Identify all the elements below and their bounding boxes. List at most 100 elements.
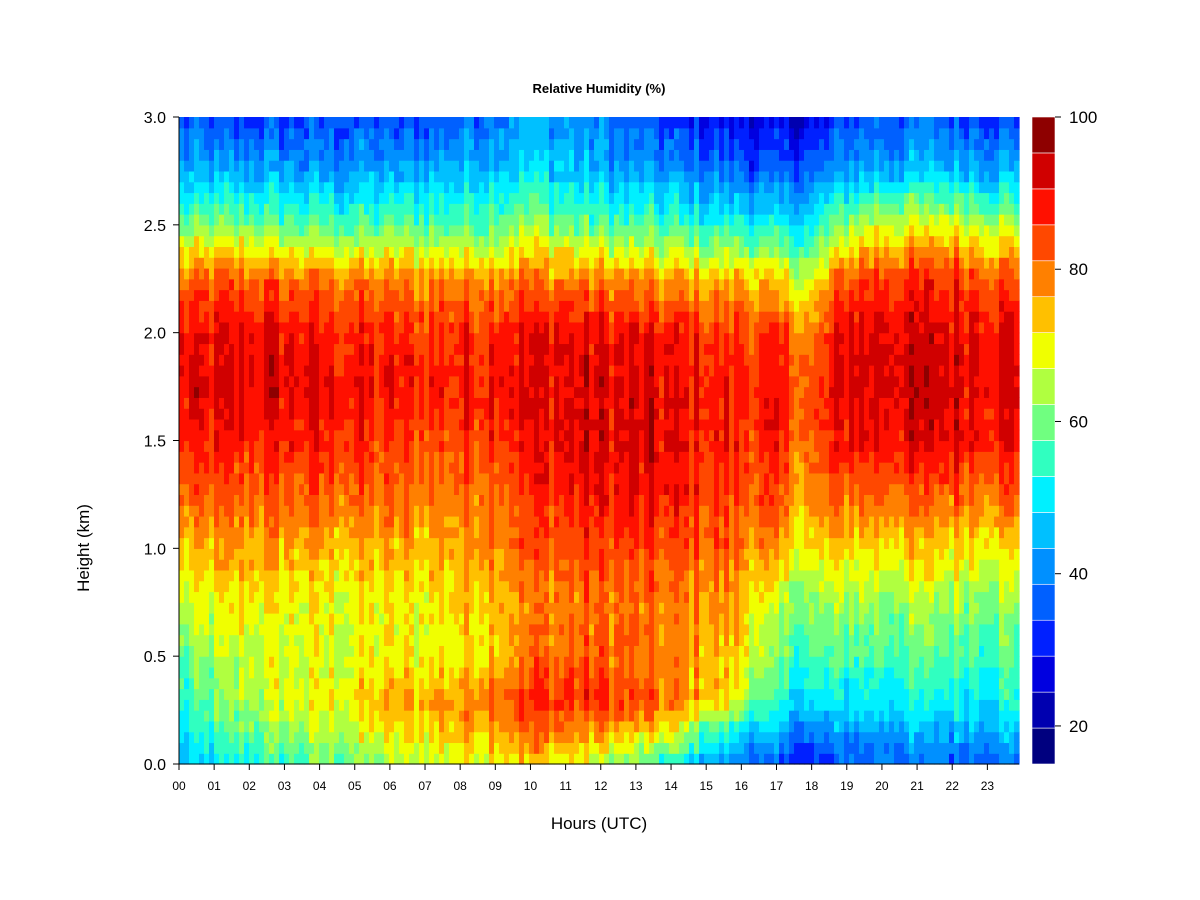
heatmap-cell xyxy=(499,300,505,312)
heatmap-cell xyxy=(259,462,265,474)
heatmap-cell xyxy=(259,440,265,452)
heatmap-cell xyxy=(569,170,575,183)
heatmap-cell xyxy=(239,408,245,420)
heatmap-cell xyxy=(229,559,235,571)
heatmap-cell xyxy=(204,300,210,312)
heatmap-cell xyxy=(189,634,195,646)
heatmap-cell xyxy=(354,311,360,323)
heatmap-cell xyxy=(509,548,515,560)
heatmap-cell xyxy=(269,688,275,700)
heatmap-cell xyxy=(474,408,480,420)
heatmap-cell xyxy=(289,688,295,700)
heatmap-cell xyxy=(319,699,325,711)
heatmap-cell xyxy=(504,666,510,679)
heatmap-cell xyxy=(394,246,400,258)
heatmap-cell xyxy=(574,548,580,560)
heatmap-cell xyxy=(569,569,575,582)
heatmap-cell xyxy=(304,170,310,183)
heatmap-cell xyxy=(304,127,310,140)
heatmap-cell xyxy=(529,375,535,388)
heatmap-cell xyxy=(219,408,225,420)
heatmap-cell xyxy=(314,332,320,345)
heatmap-cell xyxy=(574,677,580,690)
heatmap-cell xyxy=(549,537,555,549)
heatmap-cell xyxy=(204,720,210,733)
heatmap-cell xyxy=(514,192,520,204)
heatmap-cell xyxy=(279,127,285,140)
heatmap-cell xyxy=(524,505,530,517)
heatmap-cell xyxy=(234,742,240,754)
heatmap-cell xyxy=(284,354,290,366)
heatmap-cell xyxy=(589,472,595,485)
heatmap-cell xyxy=(254,332,260,345)
heatmap-cell xyxy=(479,343,485,355)
heatmap-cell xyxy=(489,591,495,603)
heatmap-cell xyxy=(334,192,340,204)
heatmap-cell xyxy=(499,505,505,517)
heatmap-cell xyxy=(509,645,515,657)
heatmap-cell xyxy=(344,375,350,388)
heatmap-cell xyxy=(439,472,445,485)
heatmap-cell xyxy=(424,613,430,625)
heatmap-cell xyxy=(419,300,425,312)
heatmap-cell xyxy=(569,710,575,722)
heatmap-cell xyxy=(284,613,290,625)
heatmap-cell xyxy=(234,710,240,722)
heatmap-cell xyxy=(479,742,485,754)
heatmap-cell xyxy=(404,742,410,754)
heatmap-cell xyxy=(469,677,475,690)
heatmap-cell xyxy=(464,181,470,194)
heatmap-cell xyxy=(214,591,220,603)
heatmap-cell xyxy=(284,267,290,280)
heatmap-cell xyxy=(544,559,550,571)
heatmap-cell xyxy=(499,203,505,215)
heatmap-cell xyxy=(224,602,230,614)
heatmap-cell xyxy=(314,214,320,226)
heatmap-cell xyxy=(229,343,235,355)
heatmap-cell xyxy=(439,117,445,129)
heatmap-cell xyxy=(329,526,335,539)
heatmap-cell xyxy=(489,634,495,646)
heatmap-cell xyxy=(414,537,420,549)
heatmap-cell xyxy=(329,289,335,301)
heatmap-cell xyxy=(209,710,215,722)
heatmap-cell xyxy=(189,354,195,366)
heatmap-cell xyxy=(559,235,565,247)
heatmap-cell xyxy=(434,170,440,183)
heatmap-cell xyxy=(549,472,555,485)
heatmap-cell xyxy=(244,742,250,754)
heatmap-cell xyxy=(179,408,185,420)
heatmap-cell xyxy=(484,429,490,442)
heatmap-cell xyxy=(399,311,405,323)
heatmap-cell xyxy=(319,181,325,194)
heatmap-cell xyxy=(184,537,190,549)
heatmap-cell xyxy=(454,203,460,215)
heatmap-cell xyxy=(534,656,540,668)
heatmap-cell xyxy=(319,623,325,636)
heatmap-cell xyxy=(239,699,245,711)
heatmap-cell xyxy=(284,699,290,711)
heatmap-cell xyxy=(439,666,445,679)
heatmap-cell xyxy=(224,246,230,258)
heatmap-cell xyxy=(314,645,320,657)
heatmap-cell xyxy=(514,720,520,733)
heatmap-cell xyxy=(344,677,350,690)
heatmap-cell xyxy=(419,257,425,269)
heatmap-cell xyxy=(209,591,215,603)
heatmap-cell xyxy=(239,602,245,614)
heatmap-cell xyxy=(199,613,205,625)
heatmap-cell xyxy=(249,483,255,496)
heatmap-cell xyxy=(454,591,460,603)
heatmap-cell xyxy=(579,472,585,485)
heatmap-cell xyxy=(559,160,565,172)
heatmap-cell xyxy=(469,289,475,301)
heatmap-cell xyxy=(474,548,480,560)
heatmap-cell xyxy=(524,418,530,431)
heatmap-cell xyxy=(309,634,315,646)
heatmap-cell xyxy=(284,569,290,582)
heatmap-cell xyxy=(244,666,250,679)
heatmap-cell xyxy=(424,397,430,409)
heatmap-cell xyxy=(204,397,210,409)
heatmap-cell xyxy=(224,418,230,431)
heatmap-cell xyxy=(214,267,220,280)
